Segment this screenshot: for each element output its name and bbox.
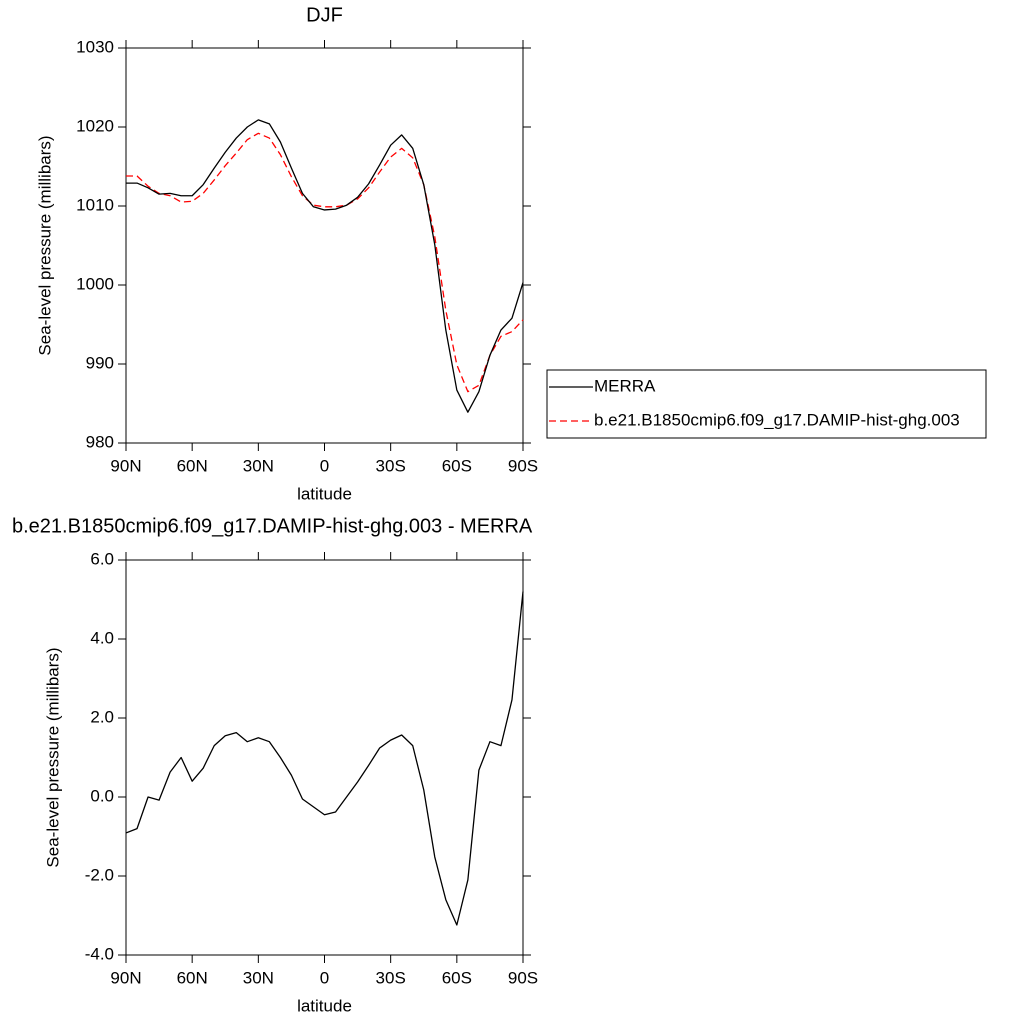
y-tick-label: -2.0 [85,865,114,884]
y-tick-label: 2.0 [90,707,114,726]
x-tick-label: 60N [177,456,208,475]
y-tick-label: 990 [86,353,114,372]
y-tick-label: 1000 [76,274,114,293]
x-tick-label: 60N [177,968,208,987]
y-tick-label: -4.0 [85,944,114,963]
series-line [126,132,524,393]
x-tick-label: 30S [376,968,406,987]
y-axis-title: Sea-level pressure (millibars) [43,647,62,867]
x-tick-label: 90N [110,968,141,987]
y-tick-label: 4.0 [90,628,114,647]
y-tick-label: 1030 [76,37,114,56]
x-tick-label: 0 [320,968,329,987]
y-tick-label: 6.0 [90,549,114,568]
series-line [126,119,524,413]
chart-title: b.e21.B1850cmip6.f09_g17.DAMIP-hist-ghg.… [12,515,533,537]
legend-label: b.e21.B1850cmip6.f09_g17.DAMIP-hist-ghg.… [594,410,960,429]
y-tick-label: 1020 [76,116,114,135]
x-tick-label: 30N [243,968,274,987]
legend-label: MERRA [594,376,656,395]
plot-frame [125,47,524,444]
x-tick-label: 30N [243,456,274,475]
x-tick-label: 60S [442,456,472,475]
x-tick-label: 0 [320,456,329,475]
legend-box [546,369,987,439]
y-axis-title: Sea-level pressure (millibars) [35,135,54,355]
x-tick-label: 60S [442,968,472,987]
series-line [125,591,524,926]
x-tick-label: 30S [376,456,406,475]
x-axis-title: latitude [297,484,352,503]
y-tick-label: 1010 [76,195,114,214]
x-tick-label: 90N [110,456,141,475]
x-tick-label: 90S [508,968,538,987]
y-tick-label: 0.0 [90,786,114,805]
y-tick-label: 980 [86,432,114,451]
x-axis-title: latitude [297,996,352,1015]
chart-title: DJF [306,4,343,26]
x-tick-label: 90S [508,456,538,475]
